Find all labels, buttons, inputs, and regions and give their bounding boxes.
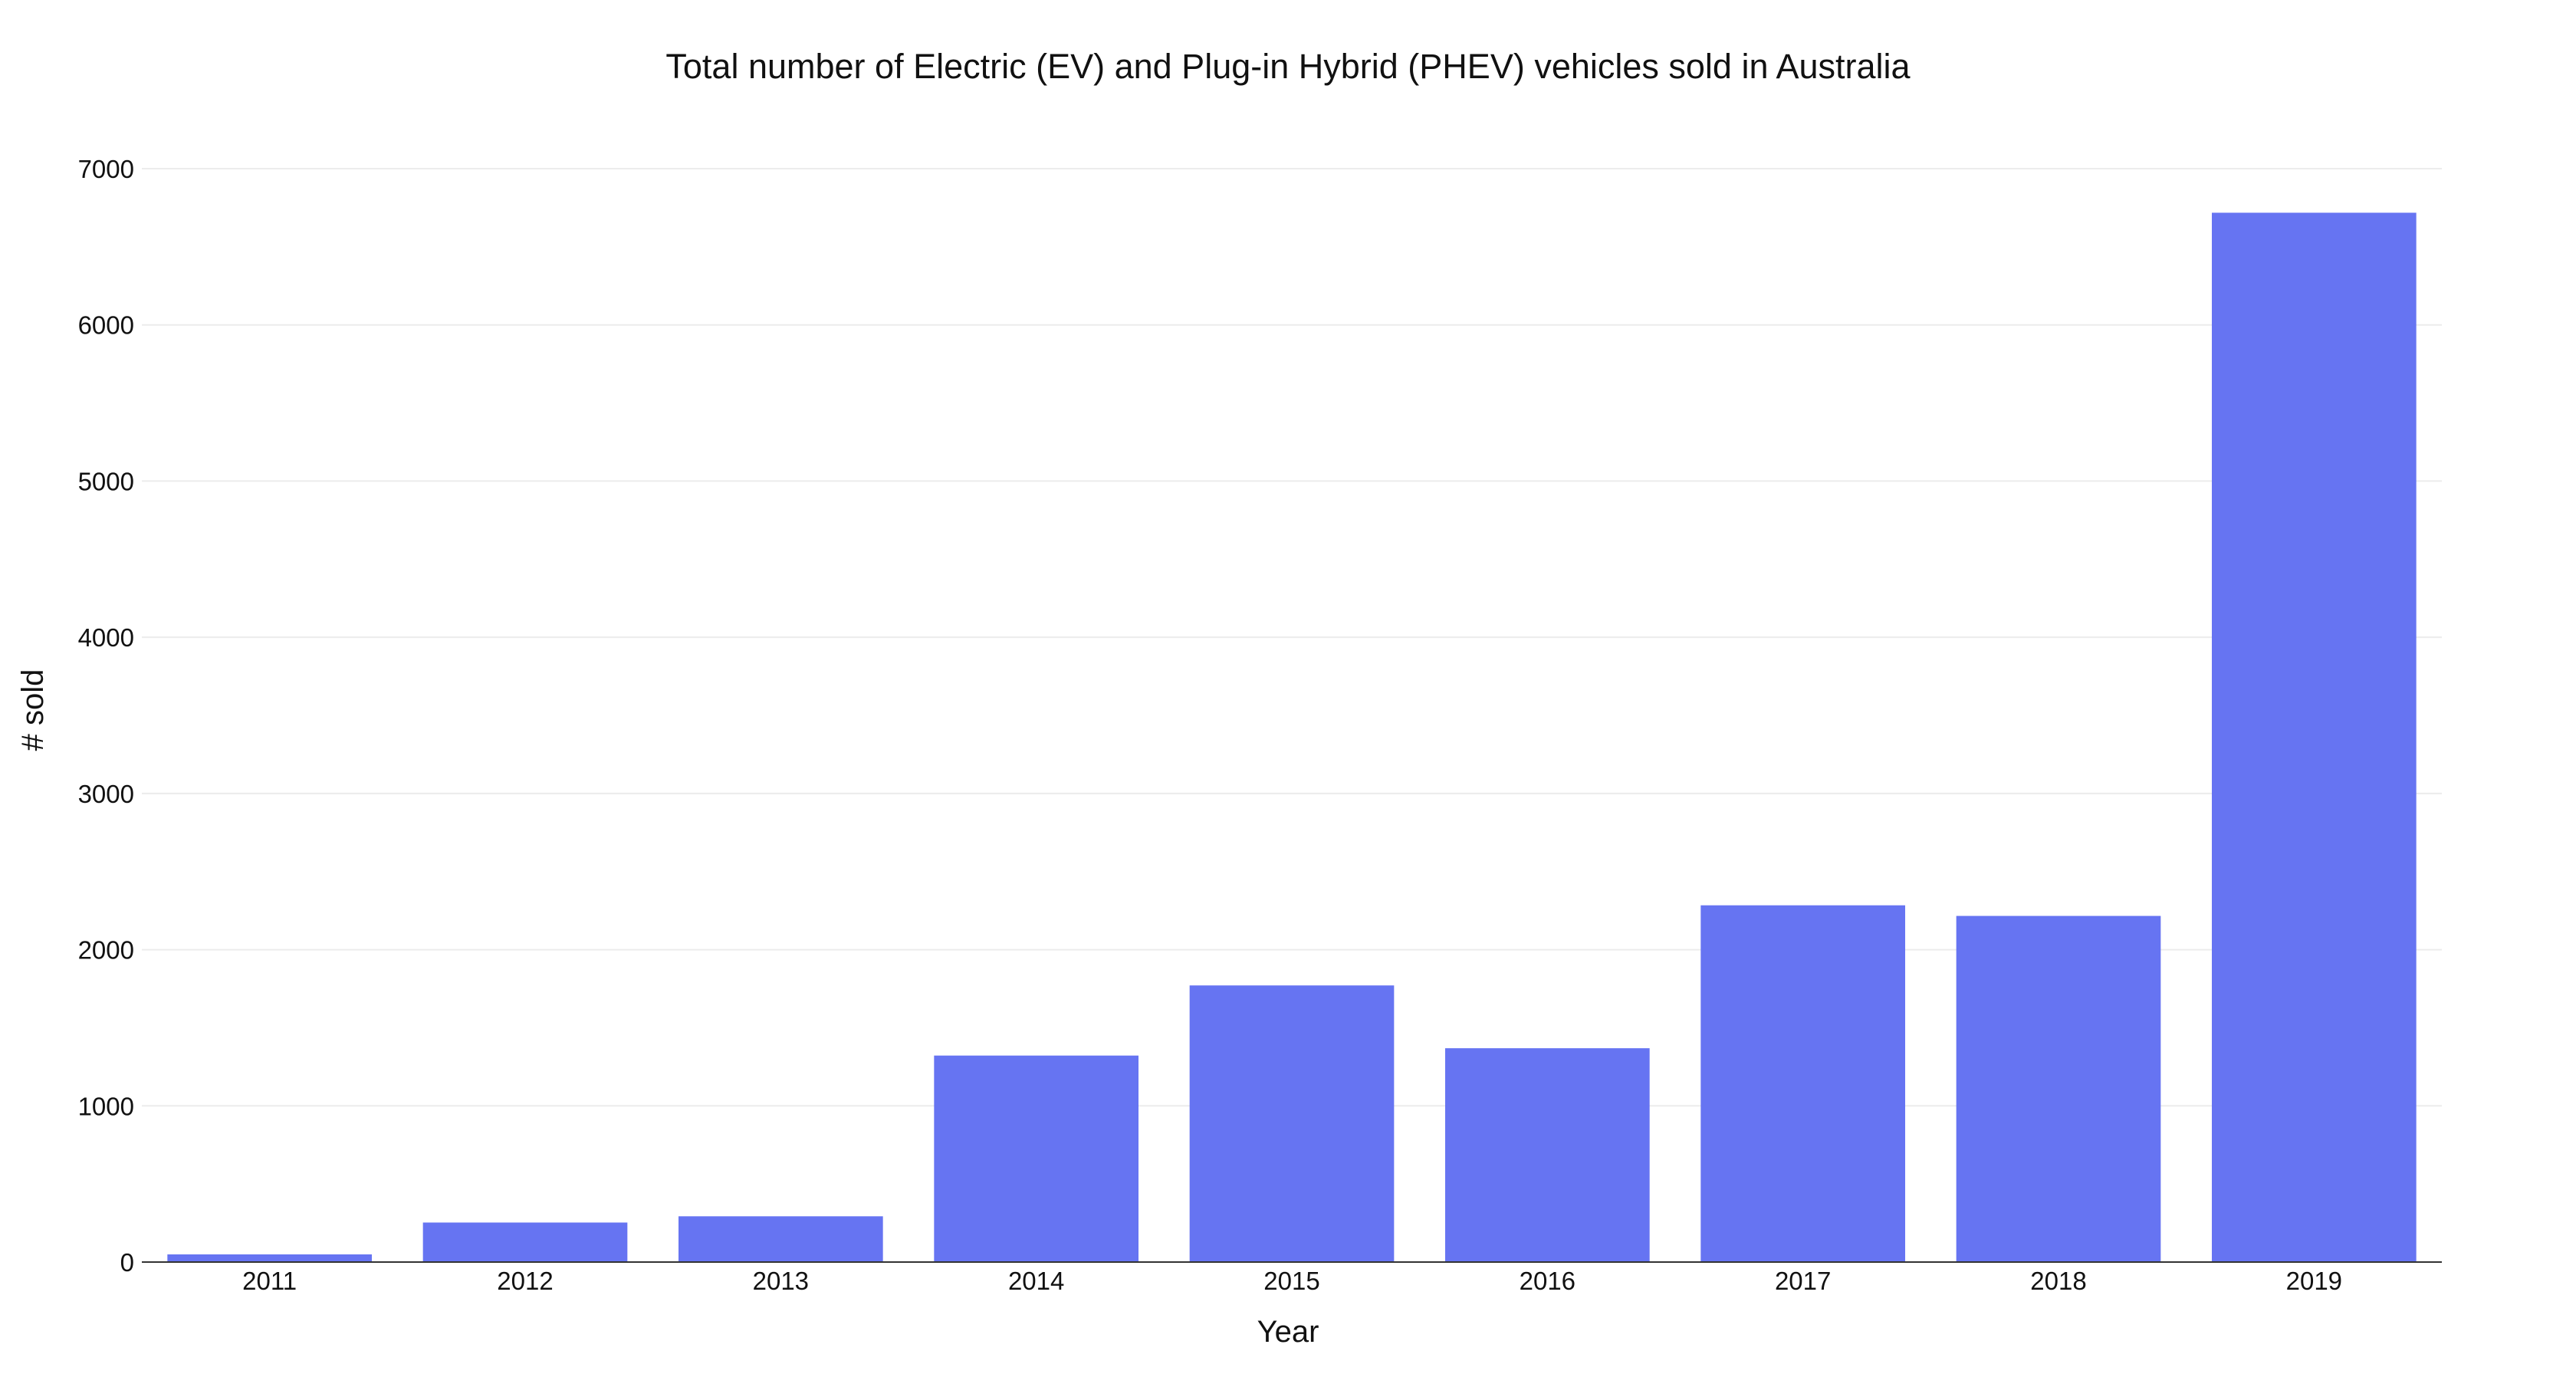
y-tick-label: 2000 <box>78 936 134 965</box>
bar-2015 <box>1189 985 1395 1262</box>
chart-title: Total number of Electric (EV) and Plug-i… <box>665 47 1911 86</box>
y-tick-label: 7000 <box>78 155 134 183</box>
bar-2011 <box>167 1254 373 1262</box>
x-tick-label: 2017 <box>1775 1267 1831 1295</box>
y-tick-label: 5000 <box>78 467 134 495</box>
bar-2017 <box>1700 905 1905 1262</box>
x-tick-label: 2018 <box>2030 1267 2086 1295</box>
gridlines <box>142 168 2442 1107</box>
y-tick-label: 1000 <box>78 1092 134 1120</box>
bar-2019 <box>2212 212 2417 1263</box>
bar-2013 <box>678 1216 883 1262</box>
x-axis-label: Year <box>1257 1315 1319 1349</box>
x-tick-label: 2016 <box>1520 1267 1576 1295</box>
y-tick-label: 4000 <box>78 623 134 652</box>
x-tick-label: 2013 <box>753 1267 809 1295</box>
y-tick-label: 6000 <box>78 311 134 340</box>
bar-2012 <box>422 1222 628 1262</box>
bar-2016 <box>1445 1048 1650 1262</box>
bar-2018 <box>1956 915 2161 1262</box>
x-tick-label: 2011 <box>242 1267 297 1295</box>
axes: 0 1000 2000 3000 4000 5000 6000 7000 2011 2012 201… <box>78 155 2442 1295</box>
x-tick-label: 2012 <box>497 1267 553 1295</box>
y-tick-label: 0 <box>120 1248 134 1277</box>
y-axis-label: # sold <box>16 669 50 751</box>
bars <box>167 212 2417 1263</box>
bar-2014 <box>934 1055 1138 1262</box>
x-tick-label: 2019 <box>2286 1267 2342 1295</box>
x-tick-label: 2014 <box>1008 1267 1064 1295</box>
y-tick-label: 3000 <box>78 780 134 808</box>
x-tick-label: 2015 <box>1263 1267 1319 1295</box>
